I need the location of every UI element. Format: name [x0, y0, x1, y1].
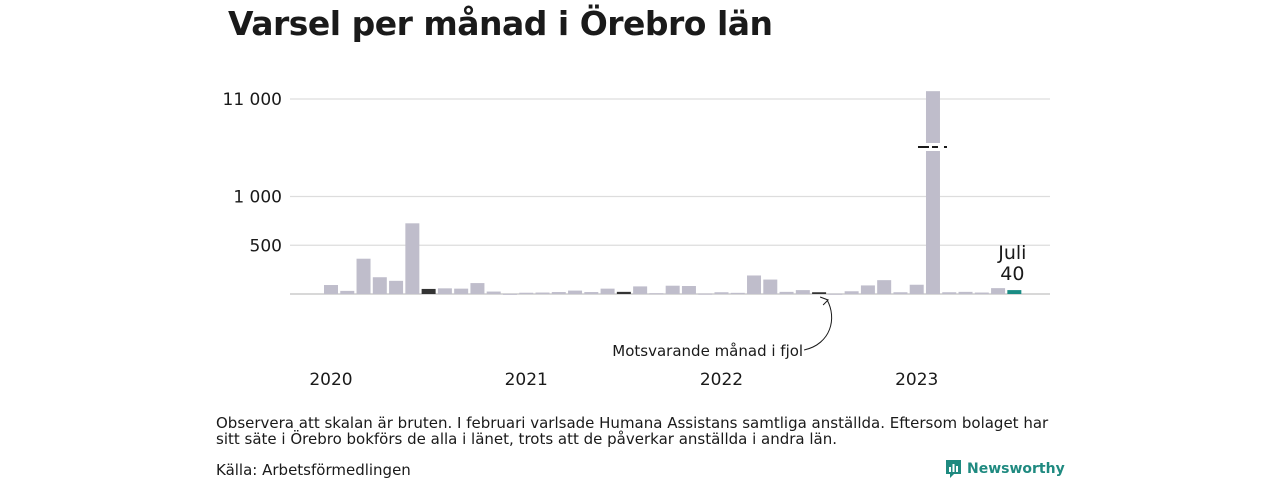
- bar: [909, 284, 924, 294]
- bar: [844, 291, 859, 294]
- bar: [372, 277, 387, 294]
- bar: [502, 293, 517, 295]
- bar: [519, 292, 534, 294]
- bar: [486, 291, 501, 294]
- y-tick-label: 1 000: [233, 188, 282, 208]
- bar: [600, 288, 615, 294]
- bar: [405, 223, 420, 294]
- bar: [454, 288, 469, 294]
- bar: [356, 258, 371, 294]
- callout-arrow: [803, 299, 833, 351]
- axis-labels: 500 1 000 11 000 2020 2021 2022 2023: [223, 90, 939, 390]
- bar: [665, 285, 680, 294]
- bar: [535, 292, 550, 294]
- bar: [714, 292, 729, 294]
- bar: [421, 288, 436, 294]
- bar: [470, 283, 485, 294]
- bar: [763, 279, 778, 294]
- x-tick-label: 2020: [309, 370, 352, 390]
- chart-title: Varsel per månad i Örebro län: [228, 4, 773, 43]
- bar: [747, 275, 762, 294]
- bar: [649, 293, 664, 295]
- bar: [584, 292, 599, 294]
- bar: [991, 288, 1006, 294]
- bar: [616, 291, 631, 294]
- bar: [698, 293, 713, 295]
- bar: [633, 286, 648, 294]
- x-tick-label: 2022: [700, 370, 743, 390]
- bar: [974, 292, 989, 294]
- bar: [779, 291, 794, 294]
- bar: [437, 288, 452, 294]
- bar: [324, 285, 338, 294]
- bar: [568, 290, 583, 294]
- bar: [828, 293, 843, 295]
- y-tick-label: 11 000: [223, 90, 282, 110]
- bar: [730, 292, 745, 294]
- x-tick-label: 2023: [895, 370, 938, 390]
- bar: [893, 292, 908, 294]
- current-value-label: 40: [1000, 263, 1024, 285]
- brand-name: Newsworthy: [967, 461, 1065, 477]
- bars: [324, 91, 1022, 295]
- bar: [877, 280, 892, 294]
- bar: [340, 290, 355, 294]
- bar: [860, 285, 875, 294]
- source-label: Källa: Arbetsförmedlingen: [216, 461, 411, 479]
- brand: Newsworthy: [945, 459, 1065, 479]
- chart-note: Observera att skalan är bruten. I februa…: [216, 414, 1049, 448]
- current-month-label: Juli: [997, 242, 1026, 264]
- bar: [958, 291, 973, 294]
- bar: [1007, 290, 1022, 294]
- same-month-label: Motsvarande månad i fjol: [612, 342, 803, 360]
- y-tick-label: 500: [250, 236, 282, 256]
- newsworthy-logo-icon: [946, 460, 961, 478]
- arrow-head-icon: [819, 296, 830, 306]
- bar: [812, 292, 827, 294]
- bar: [925, 91, 940, 294]
- bar: [795, 290, 810, 294]
- bar: [681, 286, 696, 294]
- bar: [942, 292, 957, 294]
- bar: [389, 280, 404, 294]
- bar: [551, 292, 566, 294]
- x-tick-label: 2021: [505, 370, 548, 390]
